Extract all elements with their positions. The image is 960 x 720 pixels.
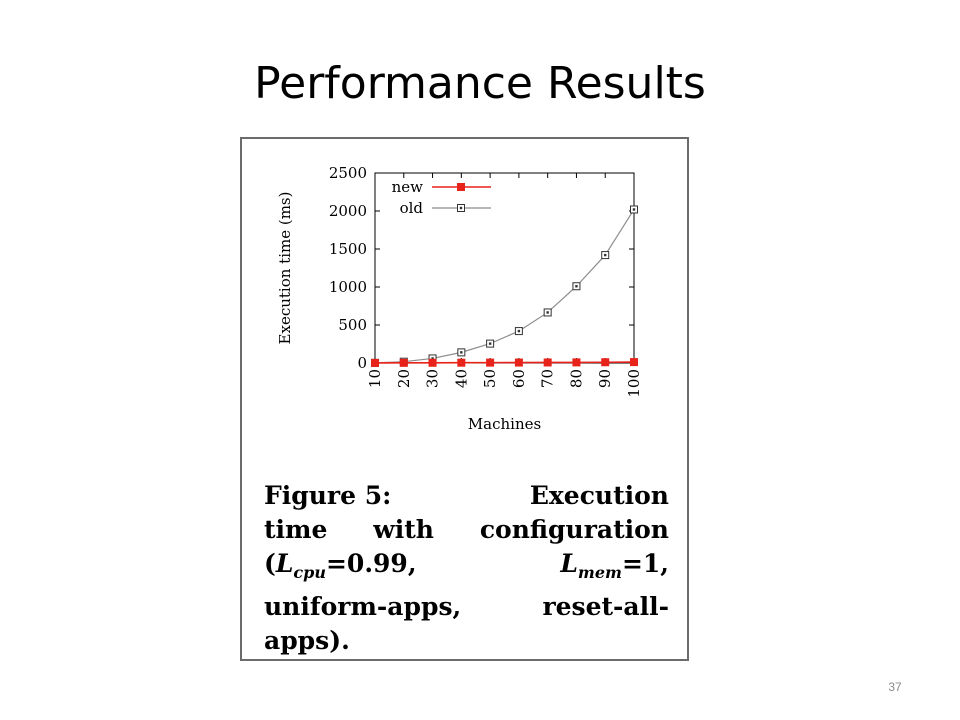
caption-lmem-subscript: mem	[577, 563, 622, 582]
x-axis-label: Machines	[468, 415, 541, 433]
caption-line-5: apps).	[264, 624, 669, 658]
caption-figure-number: 5:	[364, 481, 392, 510]
caption-lcpu-value: =0.99,	[325, 549, 417, 578]
data-point-inner-old	[575, 285, 578, 288]
slide-title: Performance Results	[254, 58, 706, 109]
caption-word-execution: Execution	[529, 481, 669, 510]
x-tick-label: 100	[625, 369, 643, 398]
figure-panel: 0 500 1000 1500 2000 2500 10 20 30 40 50 60 70 80 90 10…	[240, 137, 689, 661]
x-tick-label: 80	[567, 369, 585, 388]
series-line-old	[374, 209, 635, 364]
caption-open-paren: (	[264, 549, 276, 578]
caption-lcpu: (Lcpu=0.99,	[264, 547, 417, 590]
caption-figure-word: Figure	[264, 481, 356, 510]
x-tick-label: 90	[596, 369, 614, 388]
caption-word-apps: apps).	[264, 626, 350, 655]
data-point-inner-old	[517, 329, 521, 333]
data-point-inner-old	[488, 342, 492, 345]
caption-lmem-symbol: L	[560, 549, 578, 578]
caption-word-reset-all: reset-all-	[542, 592, 669, 621]
legend-label-old: old	[400, 199, 424, 217]
caption-lmem: Lmem=1,	[560, 547, 669, 590]
series-line-new	[374, 361, 635, 364]
data-point-inner-old	[604, 253, 607, 257]
caption-line-2: time with configuration	[264, 513, 669, 547]
figure-caption: Figure 5: Execution time with configurat…	[264, 479, 669, 658]
legend-marker-inner-old	[459, 206, 463, 210]
caption-line-4: uniform-apps, reset-all-	[264, 590, 669, 624]
caption-word-uniform-apps: uniform-apps,	[264, 592, 462, 621]
x-tick-label: 70	[539, 369, 557, 388]
data-point-inner-old	[431, 357, 434, 360]
caption-lmem-value: =1,	[621, 549, 669, 578]
data-point-inner-old	[460, 351, 463, 354]
data-point-new	[601, 358, 610, 367]
caption-lcpu-symbol: L	[275, 549, 294, 578]
y-tick-label: 1000	[329, 278, 367, 296]
x-tick-label: 10	[366, 369, 384, 388]
data-point-new	[457, 358, 466, 367]
data-point-new	[371, 358, 379, 367]
caption-word-time: time	[264, 515, 328, 544]
caption-word-with: with	[373, 515, 434, 544]
x-tick-label: 60	[510, 369, 528, 388]
y-axis-label: Execution time (ms)	[276, 192, 294, 345]
y-tick-label: 1500	[329, 240, 367, 258]
data-point-inner-old	[546, 311, 549, 314]
data-point-inner-old	[632, 208, 636, 211]
x-tick-label: 40	[452, 369, 470, 388]
caption-word-configuration: configuration	[479, 515, 669, 544]
x-tick-label: 30	[424, 369, 442, 388]
execution-time-chart: 0 500 1000 1500 2000 2500 10 20 30 40 50 60 70 80 90 10…	[276, 164, 643, 433]
slide-number: 37	[888, 680, 902, 694]
data-point-new	[399, 358, 408, 367]
x-tick-label: 20	[395, 369, 413, 388]
y-tick-label: 500	[338, 316, 367, 334]
data-point-new	[428, 358, 437, 367]
data-point-new	[630, 358, 638, 367]
caption-line-3: (Lcpu=0.99, Lmem=1,	[264, 547, 669, 590]
data-point-new	[572, 358, 581, 367]
data-point-new	[486, 358, 495, 367]
data-point-new	[543, 358, 552, 367]
y-tick-label: 2500	[329, 164, 367, 182]
y-tick-label: 0	[357, 354, 367, 372]
data-point-new	[514, 358, 523, 367]
legend-label-new: new	[392, 178, 424, 196]
caption-line-1: Figure 5: Execution	[264, 479, 669, 513]
x-tick-label: 50	[481, 369, 499, 388]
caption-figure-label: Figure 5:	[264, 479, 391, 513]
caption-lcpu-subscript: cpu	[293, 563, 326, 582]
y-tick-label: 2000	[329, 202, 367, 220]
legend-marker-new	[457, 183, 465, 191]
